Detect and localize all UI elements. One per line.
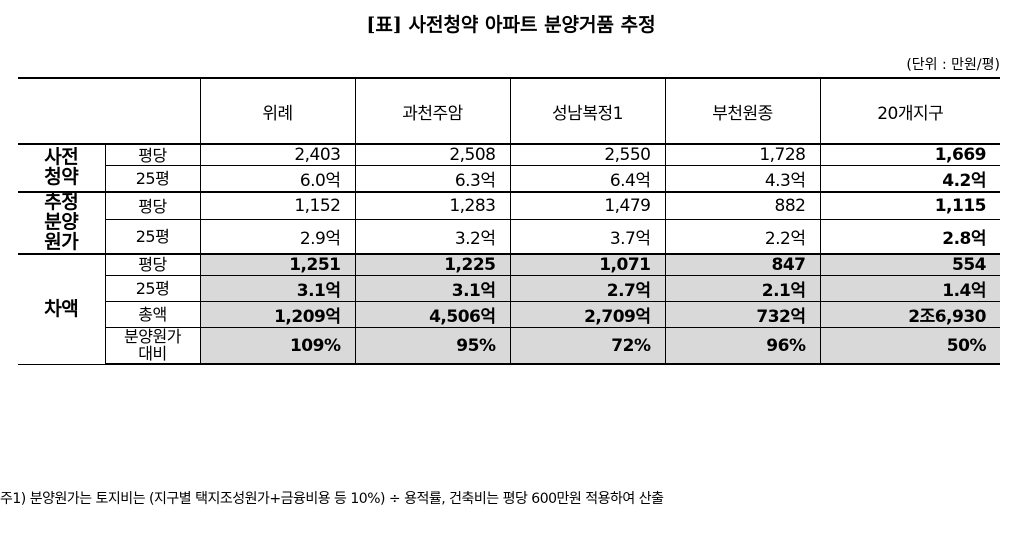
row-label: 평당 xyxy=(138,196,167,216)
row-label: 총액 xyxy=(138,304,167,324)
value-cell: 50% xyxy=(819,326,1000,366)
group-label-cell: 사전청약 xyxy=(18,143,106,193)
value-cell: 1,283 xyxy=(354,191,511,221)
value-cell: 1,152 xyxy=(199,191,356,221)
value-cell: 1,479 xyxy=(509,191,666,221)
value-cell: 2.9억 xyxy=(199,219,356,255)
footnote: 주1) 분양원가는 토지비는 (지구별 택지조성원가+금융비용 등 10%) ÷… xyxy=(0,491,664,507)
value-cell: 6.3억 xyxy=(354,165,511,193)
column-header: 부천원종 xyxy=(664,77,821,145)
row-label-cell: 25평 xyxy=(104,219,201,255)
value-cell: 2.1억 xyxy=(664,274,821,302)
value-cell: 6.0억 xyxy=(199,165,356,193)
value-cell: 2.7억 xyxy=(509,274,666,302)
value-cell: 109% xyxy=(199,326,356,366)
row-label-cell: 25평 xyxy=(104,165,201,193)
value-cell: 2,508 xyxy=(354,143,511,166)
row-label-cell: 25평 xyxy=(104,274,201,302)
value-cell: 847 xyxy=(664,252,821,276)
value-cell: 1.4억 xyxy=(819,274,1000,302)
row-label: 분양원가대비 xyxy=(124,326,181,364)
row: 25평 6.0억 6.3억 6.4억 4.3억 4.2억 xyxy=(18,165,1000,193)
row-label: 25평 xyxy=(135,227,170,247)
estimate-table: 위례 과천주암 성남복정1 부천원종 20개지구 사전청약 평당 2,403 2,508 2,5… xyxy=(18,77,1000,366)
header-row: 위례 과천주암 성남복정1 부천원종 20개지구 xyxy=(18,77,1000,145)
table-body: 사전청약 평당 2,403 2,508 2,550 1,728 1,669 25평 6.0억 6.… xyxy=(18,143,1000,366)
group-label-cell: 차액 xyxy=(18,252,106,365)
row-label: 25평 xyxy=(135,169,170,188)
value-cell: 4,506억 xyxy=(354,300,511,328)
value-cell: 4.2억 xyxy=(819,165,1000,193)
column-header: 20개지구 xyxy=(819,77,1000,145)
value-cell: 1,209억 xyxy=(199,300,356,328)
row-label: 평당 xyxy=(138,145,167,165)
row-label: 25평 xyxy=(135,278,170,298)
value-cell: 96% xyxy=(664,326,821,366)
value-cell: 732억 xyxy=(664,300,821,328)
value-cell: 2.8억 xyxy=(819,219,1000,255)
value-cell: 4.3억 xyxy=(664,165,821,193)
title: [표] 사전청약 아파트 분양거품 추정 xyxy=(366,14,656,36)
row-label: 평당 xyxy=(138,255,167,275)
column-header: 위례 xyxy=(199,77,356,145)
row-label-cell: 평당 xyxy=(104,143,201,166)
value-cell: 2,403 xyxy=(199,143,356,166)
unit-note: (단위 : 만원/평) xyxy=(906,57,1000,73)
value-cell: 3.1억 xyxy=(354,274,511,302)
row: 25평 2.9억 3.2억 3.7억 2.2억 2.8억 xyxy=(18,219,1000,255)
value-cell: 3.2억 xyxy=(354,219,511,255)
column-header: 성남복정1 xyxy=(509,77,666,145)
row: 25평 3.1억 3.1억 2.7억 2.1억 1.4억 xyxy=(18,274,1000,302)
value-cell: 1,728 xyxy=(664,143,821,166)
row-label-cell: 평당 xyxy=(104,191,201,221)
value-cell: 1,669 xyxy=(819,143,1000,166)
value-cell: 1,251 xyxy=(199,252,356,276)
row: 분양원가대비 109% 95% 72% 96% 50% xyxy=(18,326,1000,366)
value-cell: 3.7억 xyxy=(509,219,666,255)
value-cell: 2.2억 xyxy=(664,219,821,255)
value-cell: 95% xyxy=(354,326,511,366)
group-label: 차액 xyxy=(44,298,79,321)
row-label-cell: 총액 xyxy=(104,300,201,328)
row-label-cell: 평당 xyxy=(104,252,201,276)
group-label-cell: 추정분양원가 xyxy=(18,191,106,255)
value-cell: 72% xyxy=(509,326,666,366)
value-cell: 1,071 xyxy=(509,252,666,276)
value-cell: 554 xyxy=(819,252,1000,276)
group-label: 추정분양원가 xyxy=(44,191,79,253)
row: 차액 평당 1,251 1,225 1,071 847 554 xyxy=(18,252,1000,365)
value-cell: 1,115 xyxy=(819,191,1000,221)
row: 추정분양원가 평당 1,152 1,283 1,479 882 1,115 xyxy=(18,191,1000,255)
row: 사전청약 평당 2,403 2,508 2,550 1,728 1,669 xyxy=(18,143,1000,193)
row: 총액 1,209억 4,506억 2,709억 732억 2조6,930 xyxy=(18,300,1000,328)
header-blank xyxy=(18,77,201,145)
value-cell: 882 xyxy=(664,191,821,221)
value-cell: 1,225 xyxy=(354,252,511,276)
value-cell: 2조6,930 xyxy=(819,300,1000,328)
row-label-cell: 분양원가대비 xyxy=(104,326,201,366)
value-cell: 6.4억 xyxy=(509,165,666,193)
value-cell: 2,550 xyxy=(509,143,666,166)
value-cell: 3.1억 xyxy=(199,274,356,302)
value-cell: 2,709억 xyxy=(509,300,666,328)
column-header: 과천주암 xyxy=(354,77,511,145)
group-label: 사전청약 xyxy=(44,146,79,188)
